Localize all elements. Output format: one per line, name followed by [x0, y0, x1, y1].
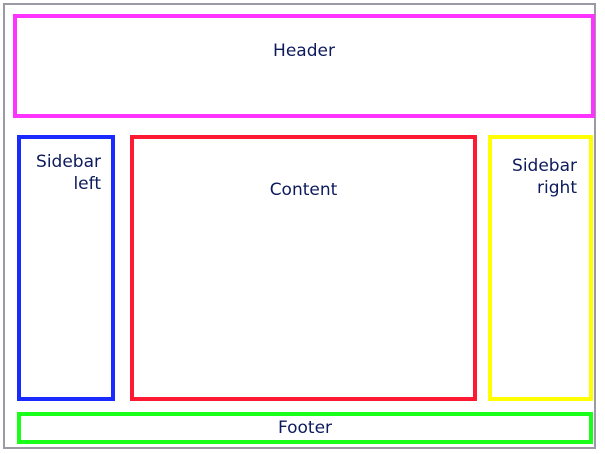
content-label: Content [269, 180, 338, 200]
sidebar-left-region: Sidebar left [17, 135, 115, 401]
header-label: Header [273, 41, 335, 61]
sidebar-left-label: Sidebar left [36, 152, 101, 194]
layout-diagram-frame: Header Sidebar left Content Sidebar righ… [3, 3, 596, 449]
footer-region: Footer [17, 412, 593, 444]
footer-label: Footer [277, 418, 333, 438]
sidebar-right-region: Sidebar right [488, 135, 593, 401]
header-region: Header [13, 14, 595, 118]
content-region: Content [130, 135, 477, 401]
sidebar-right-label: Sidebar right [512, 156, 577, 198]
